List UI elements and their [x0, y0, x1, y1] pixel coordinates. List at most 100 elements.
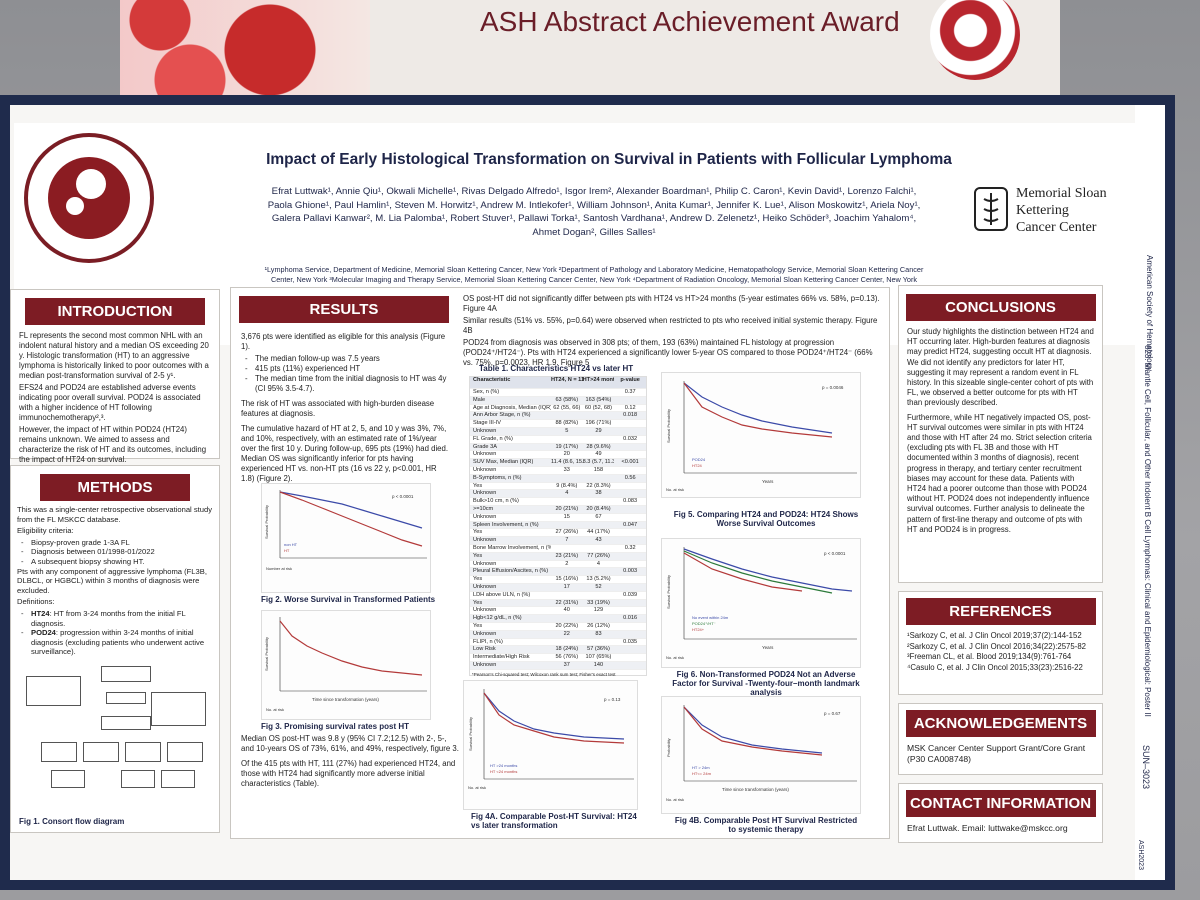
table-row: Unknown 22 83	[470, 630, 646, 639]
svg-text:Years: Years	[762, 645, 774, 650]
mskcc-icon	[974, 187, 1008, 231]
table-row: Unknown 40 129	[470, 607, 646, 616]
introduction-section: INTRODUCTION FL represents the second mo…	[10, 289, 220, 464]
introduction-heading: INTRODUCTION	[25, 298, 205, 325]
poster-title: Impact of Early Histological Transformat…	[266, 151, 952, 168]
svg-text:Time since transformation (yea: Time since transformation (years)	[312, 697, 379, 702]
table-row: Ann Arbor Stage, n (%) 0.018	[470, 412, 646, 421]
svg-text:No. at risk: No. at risk	[666, 487, 684, 492]
fig2-caption: Fig 2. Worse Survival in Transformed Pat…	[261, 595, 436, 604]
fig6-caption: Fig 6. Non-Transformed POD24 Not an Adve…	[672, 670, 860, 697]
svg-text:non HT: non HT	[284, 542, 298, 547]
results-section: RESULTS 3,676 pts were identified as eli…	[230, 287, 890, 839]
ash-logo	[24, 133, 154, 263]
fig4b-caption: Fig 4B. Comparable Post HT Survival Rest…	[674, 816, 858, 834]
svg-text:POD24: POD24	[692, 457, 706, 462]
svg-text:HT: HT	[284, 548, 290, 553]
table-footnote: *Pearson's Chi-squared test; Wilcoxon ra…	[472, 671, 616, 677]
conclusions-heading: CONCLUSIONS	[905, 294, 1096, 321]
affiliations: ¹Lymphoma Service, Department of Medicin…	[264, 265, 924, 284]
table-row: Male 63 (58%) 163 (54%)	[470, 396, 646, 405]
table-row: Hgb<12 g/dL, n (%) 0.016	[470, 615, 646, 623]
table-row: Spleen Involvement, n (%) 0.047	[470, 521, 646, 530]
award-title: ASH Abstract Achievement Award	[480, 6, 900, 37]
acknowledgements-section: ACKNOWLEDGEMENTS MSK Cancer Center Suppo…	[898, 703, 1103, 775]
svg-text:p = 0.13: p = 0.13	[604, 697, 621, 702]
table-row: Stage III-IV 88 (82%) 196 (71%)	[470, 420, 646, 428]
table-row: Unknown 17 52	[470, 583, 646, 592]
svg-text:HT<= 24m: HT<= 24m	[692, 771, 712, 776]
svg-text:No. at risk: No. at risk	[666, 655, 684, 660]
svg-text:HT24: HT24	[692, 463, 703, 468]
svg-text:p = 0.0046: p = 0.0046	[822, 385, 844, 390]
svg-text:No. at risk: No. at risk	[666, 797, 684, 802]
svg-text:p < 0.0001: p < 0.0001	[824, 551, 846, 556]
table-row: Yes 27 (26%) 44 (17%)	[470, 529, 646, 538]
table-row: SUV Max, Median (IQR)11.4 (8.6, 15.6)8.3…	[470, 459, 646, 467]
svg-text:HT > 24m: HT > 24m	[692, 765, 710, 770]
table-row: Bulk>10 cm, n (%) 0.083	[470, 498, 646, 506]
table-row: Yes 15 (16%) 13 (5.2%)	[470, 576, 646, 584]
table-row: Yes 23 (21%) 77 (26%)	[470, 552, 646, 561]
fig3-curve-ht	[279, 620, 423, 676]
methods-section: METHODS This was a single-center retrosp…	[10, 465, 220, 833]
svg-text:Survival Probability: Survival Probability	[666, 409, 671, 443]
table-row: Unknown 37 140	[470, 661, 646, 670]
svg-text:HT >24 months: HT >24 months	[490, 763, 517, 768]
fig4a-caption: Fig 4A. Comparable Post-HT Survival: HT2…	[471, 812, 637, 830]
svg-text:Time since transformation (yea: Time since transformation (years)	[722, 787, 789, 792]
svg-text:Survival Probability: Survival Probability	[666, 575, 671, 609]
table-row: Unknown 15 67	[470, 514, 646, 522]
fig2-curve-nonht	[279, 491, 423, 529]
methods-heading: METHODS	[40, 474, 190, 501]
table-row: Unknown 33 158	[470, 467, 646, 475]
table-row: Yes 20 (22%) 26 (12%)	[470, 623, 646, 631]
table-row: FL Grade, n (%) 0.032	[470, 436, 646, 444]
fig3-caption: Fig 3. Promising survival rates post HT	[261, 722, 410, 731]
references-section: REFERENCES ¹Sarkozy C, et al. J Clin Onc…	[898, 591, 1103, 695]
fig6-curve-ht24	[683, 552, 803, 592]
fig3-km-plot: Survival Probability Time since transfor…	[261, 610, 431, 720]
fig2-pval: p < 0.0001	[392, 494, 414, 499]
svg-text:Probability: Probability	[666, 738, 671, 757]
fig1-caption: Fig 1. Consort flow diagram	[19, 817, 125, 826]
table-row: Unknown 7 43	[470, 537, 646, 545]
fig5-curve-pod24	[683, 382, 833, 434]
fig5-curve-ht24	[683, 382, 833, 438]
fig4b-curve-early	[683, 706, 823, 756]
fig5-caption: Fig 5. Comparing HT24 and POD24: HT24 Sh…	[673, 510, 859, 528]
contact-section: CONTACT INFORMATION Efrat Luttwak. Email…	[898, 783, 1103, 843]
table-row: Intermediate/High Risk 56 (76%) 107 (65%)	[470, 654, 646, 662]
svg-text:HT <24 months: HT <24 months	[490, 769, 517, 774]
table-row: Sex, n (%) 0.37	[470, 389, 646, 397]
results-heading: RESULTS	[239, 296, 449, 323]
table-row: Grade 3A 19 (17%) 28 (9.6%)	[470, 443, 646, 452]
table-row: >=10cm 20 (21%) 20 (8.4%)	[470, 505, 646, 514]
author-list: Efrat Luttwak¹, Annie Qiu¹, Okwali Miche…	[267, 186, 921, 238]
ash-seal-logo	[930, 0, 1020, 80]
table-row: Yes 22 (31%) 33 (19%)	[470, 599, 646, 608]
table-row: Unknown 4 38	[470, 490, 646, 499]
table-row: Low Risk 18 (24%) 57 (36%)	[470, 646, 646, 655]
poster-content: Impact of Early Histological Transformat…	[10, 105, 1165, 880]
table-header-row: Characteristic HT24, N = 111 HT>24 month…	[470, 377, 646, 389]
table-row: Pleural Effusion/Ascites, n (%) 0.003	[470, 568, 646, 577]
conclusions-section: CONCLUSIONS Our study highlights the dis…	[898, 285, 1103, 583]
fig4a-km-plot: Survival Probability p = 0.13 HT >24 mon…	[463, 680, 638, 810]
characteristics-table: Characteristic HT24, N = 111 HT>24 month…	[469, 376, 647, 677]
consort-flow-diagram	[21, 666, 211, 816]
fig4b-km-plot: Probability p = 0.67 HT > 24m HT<= 24m T…	[661, 696, 861, 814]
fig4a-curve-early	[483, 692, 625, 744]
table-row: Unknown 2 4	[470, 561, 646, 569]
svg-text:Survival Probability: Survival Probability	[468, 717, 473, 751]
table-row: Unknown 5 29	[470, 427, 646, 436]
acknowledgements-heading: ACKNOWLEDGEMENTS	[905, 710, 1096, 737]
table-row: B-Symptoms, n (%) 0.56	[470, 474, 646, 483]
table-row: Unknown 20 49	[470, 451, 646, 460]
poster: Impact of Early Histological Transformat…	[0, 95, 1175, 890]
decorative-blood-cells	[120, 0, 370, 100]
references-heading: REFERENCES	[905, 598, 1096, 625]
svg-text:HT24+: HT24+	[692, 627, 705, 632]
poster-sidebar: American Society of Hematology 623. Mant…	[1135, 105, 1165, 880]
svg-text:POD24⁺/HT⁻: POD24⁺/HT⁻	[692, 621, 716, 626]
